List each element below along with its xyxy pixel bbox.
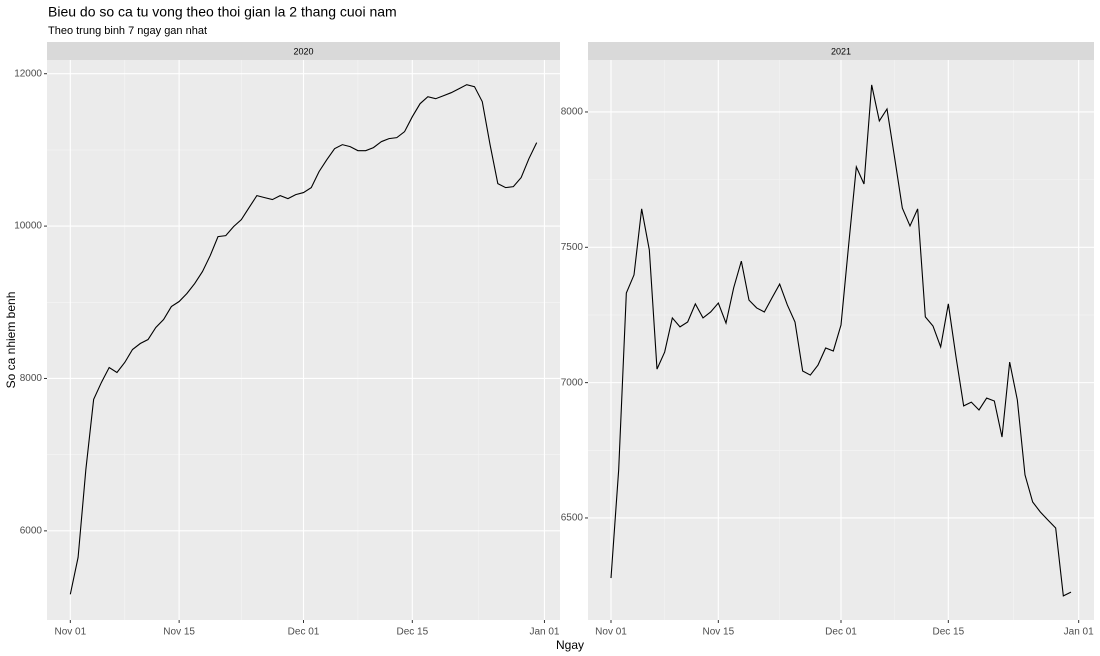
y-tick-label: 12000 (14, 68, 42, 79)
facet-label: 2021 (831, 46, 851, 56)
x-tick-label: Dec 15 (396, 627, 428, 638)
facet-strip (588, 42, 1094, 60)
y-tick-label: 10000 (14, 221, 42, 232)
chart-subtitle: Theo trung binh 7 ngay gan nhat (48, 25, 207, 37)
y-tick-label: 6500 (561, 513, 584, 524)
x-tick-label: Dec 01 (288, 627, 320, 638)
y-tick-label: 7500 (561, 242, 584, 253)
x-tick-label: Nov 01 (54, 627, 86, 638)
x-tick-label: Jan 01 (529, 627, 559, 638)
y-tick-label: 8000 (20, 373, 43, 384)
y-tick-label: 7000 (561, 377, 584, 388)
y-tick-label: 8000 (561, 107, 584, 118)
x-tick-label: Nov 15 (702, 627, 734, 638)
x-tick-label: Dec 15 (932, 627, 964, 638)
facet-label: 2020 (293, 46, 313, 56)
y-tick-label: 6000 (20, 525, 43, 536)
facet-strip (47, 42, 560, 60)
x-tick-label: Jan 01 (1064, 627, 1094, 638)
chart-title: Bieu do so ca tu vong theo thoi gian la … (48, 4, 397, 20)
x-axis-label: Ngay (556, 638, 584, 652)
x-tick-label: Dec 01 (825, 627, 857, 638)
data-line (69, 84, 538, 595)
y-axis-label: So ca nhiem benh (4, 292, 18, 389)
data-line (610, 84, 1072, 597)
x-tick-label: Nov 01 (595, 627, 627, 638)
x-tick-label: Nov 15 (163, 627, 195, 638)
